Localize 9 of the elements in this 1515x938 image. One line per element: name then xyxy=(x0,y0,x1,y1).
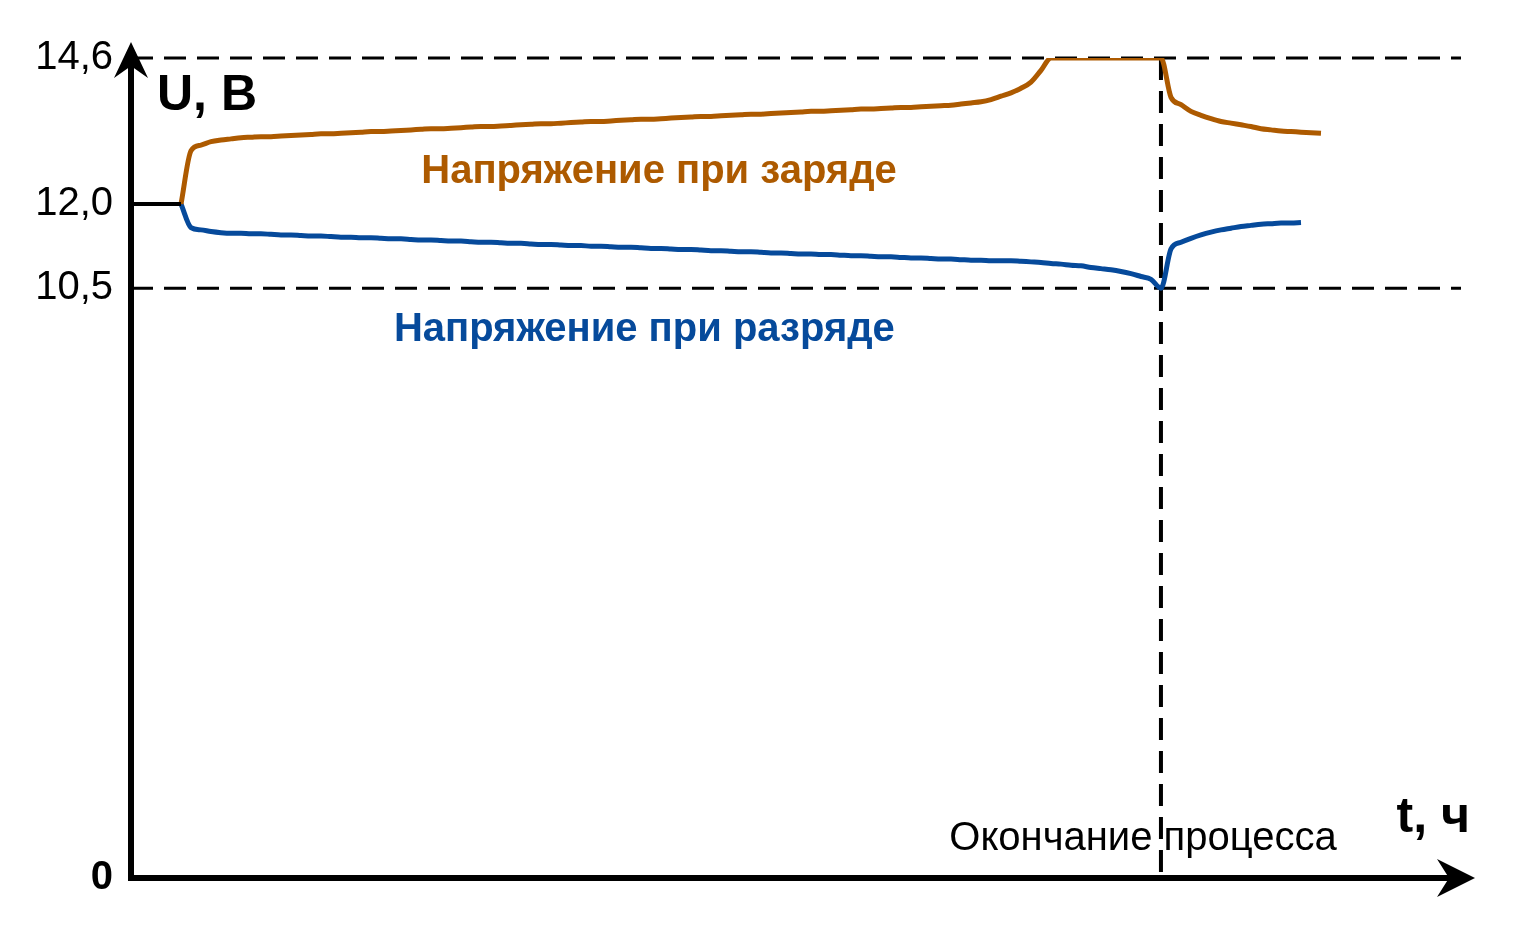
y-tick-label: 0 xyxy=(90,853,113,898)
y-tick-label: 10,5 xyxy=(35,263,113,308)
series-label: Напряжение при заряде xyxy=(421,147,897,192)
x-axis-title: t, ч xyxy=(1396,787,1470,843)
annotation: Окончание процесса xyxy=(949,814,1338,858)
y-axis-title: U, В xyxy=(157,65,257,121)
y-tick-label: 12,0 xyxy=(35,179,113,224)
y-tick-label: 14,6 xyxy=(35,33,113,78)
series-label: Напряжение при разряде xyxy=(393,305,895,350)
